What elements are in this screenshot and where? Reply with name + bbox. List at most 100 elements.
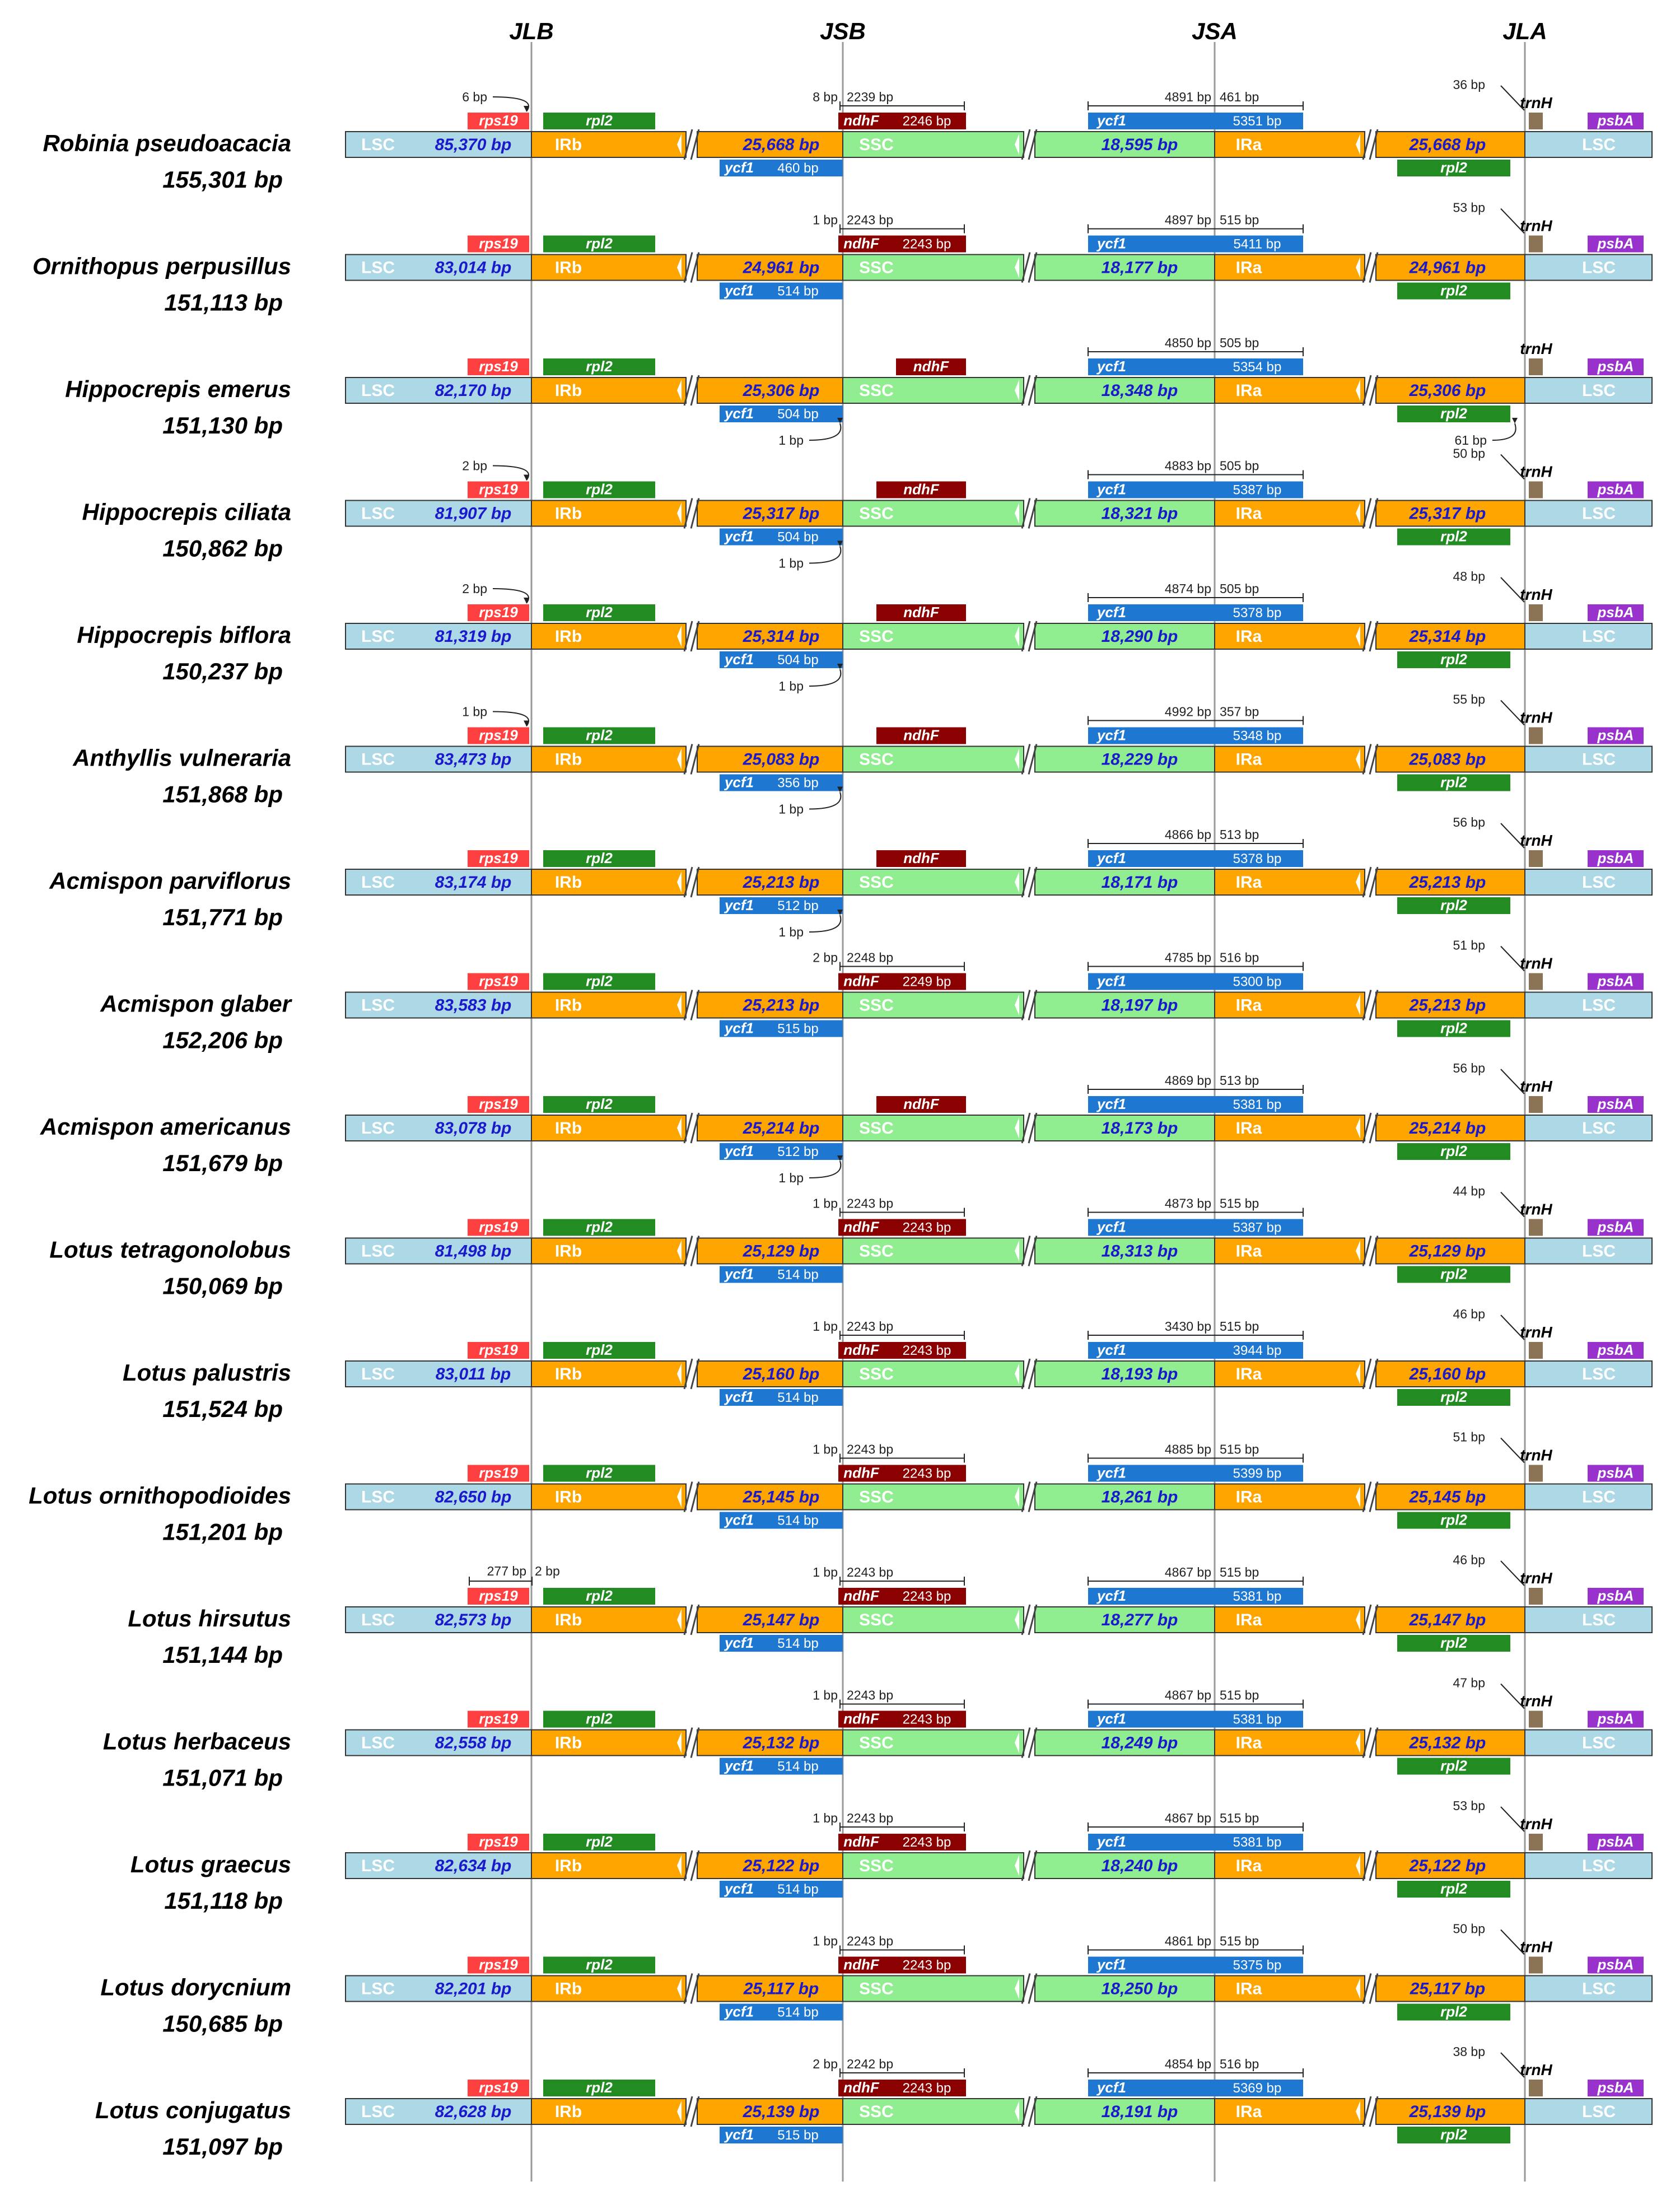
bp-annotation: 513 bp [1220, 827, 1259, 842]
rps19-gene [468, 113, 529, 129]
region-label: LSC [361, 751, 395, 769]
irb-segment [531, 1729, 687, 1756]
trnH-label: trnH [1520, 2061, 1552, 2078]
break-mark [1021, 498, 1031, 529]
trnH-gene [1529, 1834, 1543, 1851]
region-label: LSC [1582, 1857, 1616, 1875]
break-arrow [1015, 1117, 1019, 1139]
region-label: LSC [1582, 627, 1616, 646]
break-arrow [1015, 1486, 1019, 1508]
region-label: LSC [361, 2103, 395, 2121]
region-label: LSC [361, 381, 395, 400]
rpl2-gene [543, 727, 655, 744]
ycf1-fragment-length: 514 bp [777, 1759, 818, 1774]
region-label: IRb [555, 1857, 582, 1875]
pointer-arrowhead [524, 598, 529, 603]
ira-segment [1214, 254, 1365, 281]
bp-annotation: 2 bp [813, 2057, 838, 2071]
ycf1-gene [1088, 727, 1303, 744]
break-mark [683, 1481, 693, 1512]
region-label: IRa [1236, 996, 1262, 1015]
ira-segment [1214, 869, 1365, 896]
lsc-segment [345, 869, 532, 896]
trnH-label: trnH [1520, 832, 1552, 849]
ssc-segment [1034, 1360, 1215, 1387]
ycf1-length: 5378 bp [1233, 605, 1282, 621]
gene-label: rpl2 [586, 1341, 613, 1358]
bp-annotation: 56 bp [1453, 1061, 1485, 1075]
bp-annotation: 2 bp [462, 459, 487, 473]
gene-label: ycf1 [1096, 850, 1126, 866]
break-arrow [1356, 626, 1360, 647]
region-label: IRb [555, 627, 582, 646]
break-arrow [1015, 257, 1019, 278]
psbA-gene [1588, 1096, 1644, 1113]
break-mark [690, 1358, 700, 1390]
species-name: Lotus dorycnium [100, 1974, 291, 2001]
region-label: IRb [555, 1242, 582, 1261]
region-size: 18,173 bp [1102, 1119, 1178, 1138]
gene-label: rps19 [479, 112, 518, 129]
gene-label: rpl2 [586, 358, 613, 375]
rpl2-gene [543, 604, 655, 621]
trnH-gene [1529, 1096, 1543, 1113]
region-label: IRb [555, 1488, 582, 1507]
region-size: 25,139 bp [743, 2103, 820, 2121]
ira-segment [1214, 2098, 1365, 2125]
trnH-label: trnH [1520, 709, 1552, 726]
bp-annotation: 1 bp [813, 1196, 838, 1211]
gene-label: rpl2 [1440, 897, 1467, 913]
break-arrow [1356, 502, 1360, 524]
region-label: LSC [361, 1857, 395, 1875]
ycf1-fragment-length: 512 bp [777, 898, 818, 913]
gene-label: rps19 [479, 973, 518, 990]
gene-label: ycf1 [1096, 235, 1126, 252]
gene-label: rps19 [479, 235, 518, 252]
region-label: IRb [555, 2103, 582, 2121]
ndhF-length: 2243 bp [903, 1958, 951, 1973]
rpl2-gene [1397, 1512, 1510, 1529]
irb-segment [531, 2098, 687, 2125]
rpl2-gene [1397, 651, 1510, 668]
trnH-gene [1529, 113, 1543, 129]
irb-segment [697, 869, 843, 896]
species-row: Lotus graecus 151,118 bp LSC 82,634 bp IRb 25… [130, 1798, 1653, 1914]
ycf1-fragment [720, 651, 843, 668]
bp-annotation: 6 bp [462, 90, 487, 104]
rpl2-gene [543, 1465, 655, 1482]
ssc-segment [1034, 623, 1215, 650]
bp-annotation: 4885 bp [1165, 1442, 1211, 1457]
break-mark [1028, 1236, 1038, 1266]
bp-annotation: 55 bp [1453, 692, 1485, 707]
ndhF-gene [838, 235, 966, 253]
region-label: IRb [555, 1980, 582, 1998]
bp-annotation: 2243 bp [847, 1934, 893, 1949]
bp-annotation: 515 bp [1220, 1811, 1259, 1825]
break-arrow [677, 1855, 682, 1876]
break-mark [1021, 1236, 1031, 1266]
region-size: 25,668 bp [743, 136, 820, 154]
species-name: Anthyllis vulneraria [72, 745, 291, 771]
gene-label: psbA [1597, 1465, 1634, 1481]
gene-label: rpl2 [1440, 159, 1467, 176]
genome-size: 151,679 bp [162, 1150, 283, 1176]
bp-annotation: 515 bp [1220, 1196, 1259, 1211]
gene-label: rps19 [479, 727, 518, 744]
region-size: 25,306 bp [743, 381, 820, 400]
break-arrow [1356, 748, 1360, 770]
break-arrow [1015, 1240, 1019, 1262]
break-arrow [677, 134, 682, 155]
pointer-arrowhead [837, 910, 843, 915]
bp-annotation: 4992 bp [1165, 705, 1211, 719]
gene-label: rpl2 [586, 1833, 613, 1850]
irb-segment [531, 869, 687, 896]
region-label: IRb [555, 1119, 582, 1138]
break-mark [1021, 2096, 1031, 2127]
region-size: 85,370 bp [435, 136, 512, 154]
region-size: 18,171 bp [1102, 873, 1178, 892]
bp-annotation: 1 bp [778, 433, 804, 448]
region-size: 25,213 bp [743, 996, 820, 1015]
ycf1-gene [1088, 1956, 1303, 1974]
psbA-gene [1588, 1342, 1644, 1359]
break-mark [1021, 1358, 1031, 1390]
